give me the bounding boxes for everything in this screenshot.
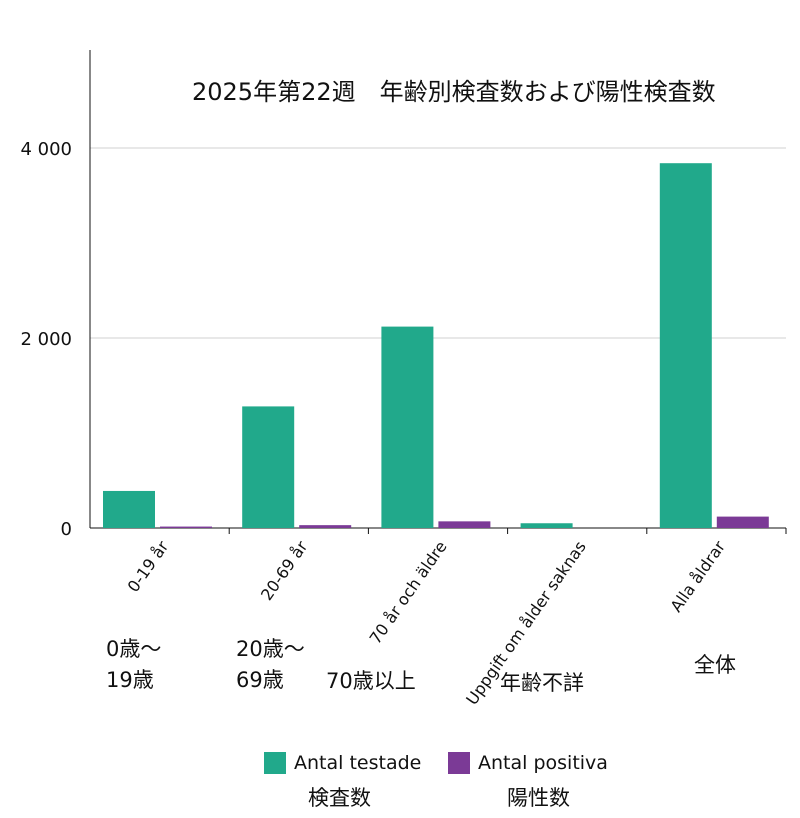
bar-positive-4	[716, 516, 769, 528]
x-tick-label-1: 20-69 år	[257, 537, 312, 604]
bar-positive-0	[160, 526, 212, 528]
chart-title: 2025年第22週 年齢別検査数および陽性検査数	[192, 78, 716, 106]
category-ja-label-4: 全体	[694, 653, 736, 677]
category-ja-label-3: 年齢不詳	[500, 671, 584, 695]
legend-label-positive: Antal positiva	[478, 752, 608, 774]
x-tick-label-2: 70 år och äldre	[366, 537, 451, 647]
legend-item-positive: Antal positiva	[448, 752, 608, 774]
category-ja-label-0: 0歳〜 19歳	[106, 637, 162, 692]
bar-tested-0	[103, 490, 155, 528]
y-tick-label-2: 4 000	[20, 139, 72, 160]
y-tick-label-0: 0	[61, 519, 72, 540]
x-tick-label-0: 0-19 år	[124, 537, 173, 596]
legend-label-tested: Antal testade	[294, 752, 422, 774]
category-ja-label-1: 20歳〜 69歳	[236, 637, 305, 692]
legend-sub-tested: 検査数	[308, 786, 371, 810]
legend-swatch-tested	[264, 752, 286, 774]
legend-item-tested: Antal testade	[264, 752, 421, 774]
legend-sub-positive: 陽性数	[507, 786, 570, 810]
bar-tested-4	[659, 163, 712, 528]
bar-positive-1	[299, 525, 352, 528]
bar-tested-1	[242, 406, 295, 528]
category-ja-label-2: 70歳以上	[326, 669, 416, 693]
legend-swatch-positive	[448, 752, 470, 774]
bar-tested-2	[381, 326, 434, 528]
x-tick-label-4: Alla åldrar	[666, 537, 729, 615]
bar-tested-3	[520, 523, 573, 528]
y-tick-label-1: 2 000	[20, 329, 72, 350]
bar-positive-2	[438, 521, 491, 528]
